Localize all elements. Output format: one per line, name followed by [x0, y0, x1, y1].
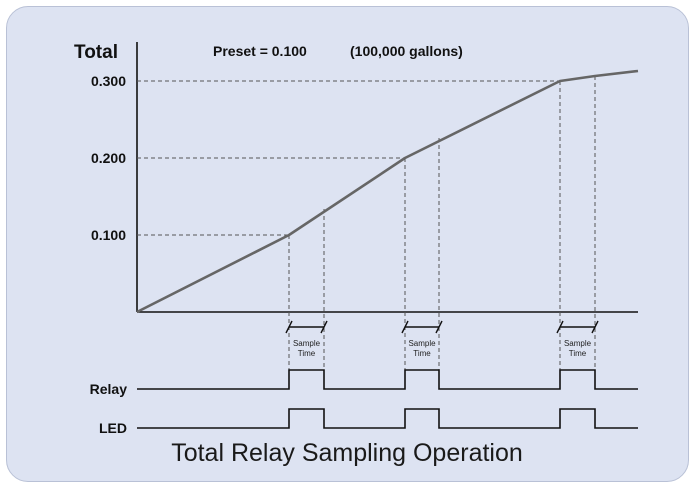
sample-bracket-1: [285, 320, 328, 334]
gallons-text: (100,000 gallons): [350, 43, 463, 59]
y-axis-title: Total: [74, 42, 118, 63]
led-label: LED: [99, 420, 127, 436]
relay-waveform: [137, 369, 638, 390]
y-tick-0100: 0.100: [91, 227, 126, 243]
sample-label-1-line1: Sample: [293, 339, 321, 348]
led-waveform: [137, 408, 638, 429]
diagram-panel: [6, 6, 689, 482]
sample-label-1-line2: Time: [298, 349, 316, 358]
sample-bracket-3: [556, 320, 599, 334]
sample-label-3-line1: Sample: [564, 339, 592, 348]
total-curve: [136, 69, 639, 314]
y-tick-0200: 0.200: [91, 150, 126, 166]
sample-label-2-line1: Sample: [408, 339, 436, 348]
y-tick-0300: 0.300: [91, 73, 126, 89]
sample-label-3-line2: Time: [569, 349, 587, 358]
preset-text: Preset = 0.100: [213, 43, 307, 59]
relay-label: Relay: [90, 381, 128, 397]
sample-label-2-line2: Time: [413, 349, 431, 358]
sample-bracket-2: [401, 320, 443, 334]
diagram-caption: Total Relay Sampling Operation: [171, 439, 523, 467]
